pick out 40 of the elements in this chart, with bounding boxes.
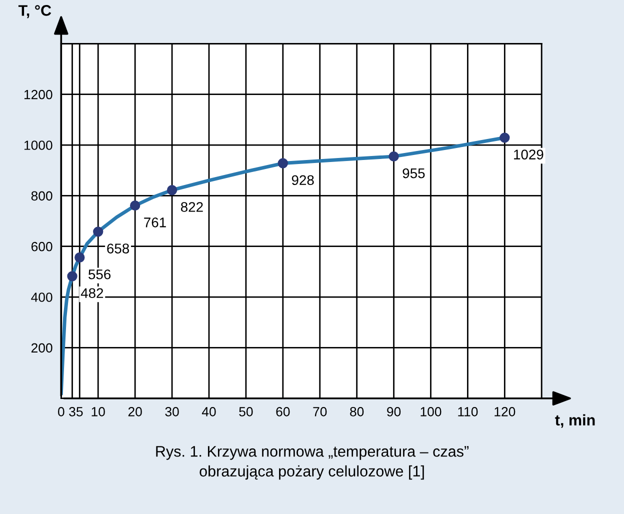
x-tick-label: 20 (128, 407, 142, 416)
x-tick-label: 0 (58, 407, 64, 416)
point (130, 200, 140, 211)
x-tick-label: 50 (239, 407, 253, 416)
x-tick-label: 5 (76, 407, 83, 416)
x-tick-label: 3 (69, 407, 76, 416)
x-tick-label: 110 (458, 407, 478, 416)
y-tick-label: 200 (31, 343, 52, 353)
y-tick-label: 1000 (24, 140, 52, 150)
x-tick-label: 40 (202, 407, 216, 416)
point (388, 151, 399, 162)
x-axis-title: t, min (555, 414, 595, 428)
data-label: 955 (402, 168, 425, 178)
point (500, 132, 510, 143)
data-label: 658 (107, 244, 130, 254)
x-tick-label: 90 (387, 407, 401, 416)
y-tick-label: 800 (31, 191, 52, 201)
x-tick-label: 30 (165, 407, 179, 416)
x-tick-label: 80 (350, 407, 364, 416)
y-axis-title: T, °C (18, 5, 52, 18)
point (74, 252, 85, 263)
data-label: 1029 (514, 150, 544, 160)
point (166, 185, 178, 196)
y-tick-label: 400 (31, 292, 52, 302)
data-label: 482 (80, 288, 104, 298)
x-tick-label: 120 (494, 407, 516, 416)
data-label: 822 (180, 202, 203, 212)
x-tick-label: 60 (276, 407, 290, 416)
point (93, 226, 104, 237)
point (278, 158, 288, 168)
text: Rys. 1. Krzywa normowa „temperatura – czas” obrazująca pożary celulozowe [1] (156, 446, 469, 480)
x-tick-label: 10 (92, 407, 105, 416)
data-label: 928 (292, 175, 314, 186)
data-label: 556 (88, 269, 111, 280)
y-tick-label: 600 (31, 242, 52, 252)
y-tick-label: 1200 (24, 90, 52, 100)
x-tick-label: 100 (420, 407, 442, 416)
point (67, 271, 78, 282)
data-label: 761 (144, 218, 166, 228)
x-tick-label: 70 (313, 407, 327, 416)
